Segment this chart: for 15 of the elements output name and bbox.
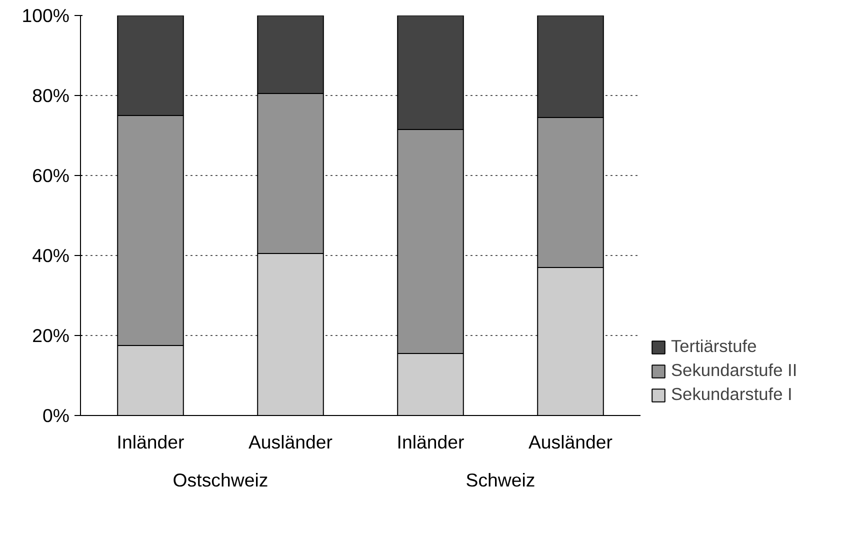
- text: Ostschweiz: [172, 470, 268, 490]
- y-tick-label: 100%: [22, 5, 70, 26]
- y-tick-label: 80%: [32, 85, 70, 106]
- y-tick-label: 60%: [32, 165, 70, 186]
- y-tick-label: 0%: [42, 405, 70, 426]
- x-tick-label: Inländer: [396, 432, 464, 452]
- legend-label: Sekundarstufe I: [671, 384, 792, 405]
- y-tick-label: 40%: [32, 245, 70, 266]
- legend-label: Tertiärstufe: [671, 336, 757, 357]
- x-tick-label: Inländer: [116, 432, 184, 452]
- x-tick-label: Ausländer: [248, 432, 333, 452]
- text: Schweiz: [466, 470, 536, 490]
- x-tick-label: Ausländer: [528, 432, 613, 452]
- y-tick-label: 20%: [32, 325, 70, 346]
- legend-label: Sekundarstufe II: [671, 360, 798, 381]
